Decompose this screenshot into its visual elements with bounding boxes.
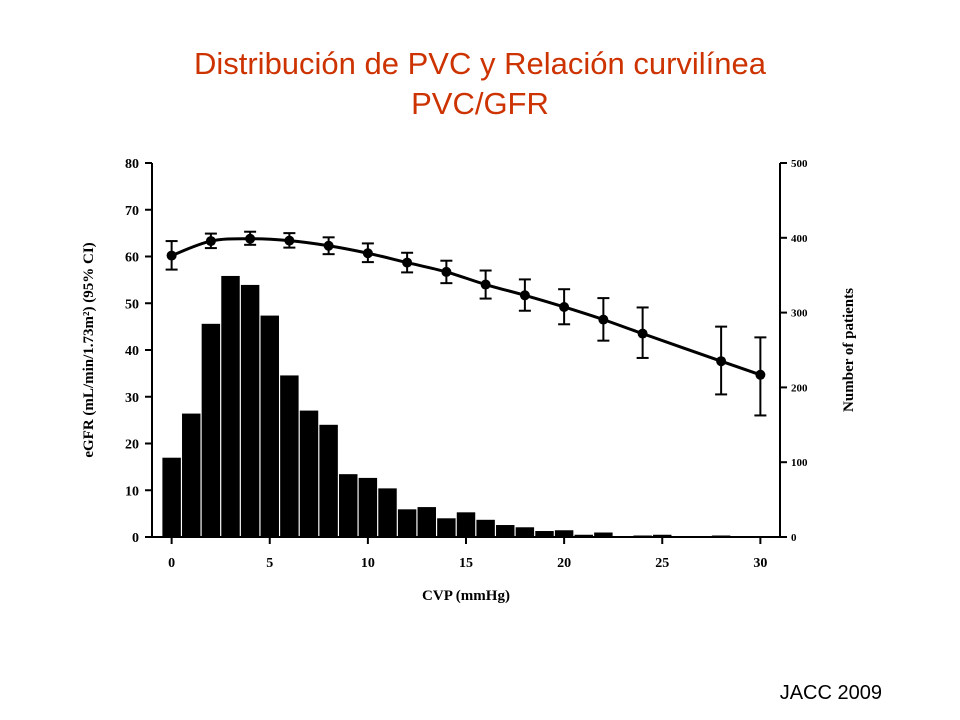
left-tick-label: 70: [125, 204, 139, 219]
data-point-4: [245, 233, 256, 244]
right-tick-label: 100: [791, 457, 808, 469]
histogram-bar-8: [319, 424, 338, 537]
left-tick-label: 80: [125, 157, 139, 172]
histogram-bar-13: [417, 507, 436, 537]
histogram-bars: [162, 275, 770, 537]
histogram-bar-17: [496, 525, 515, 537]
data-point-22: [598, 314, 609, 325]
left-y-axis-title: eGFR (mL/min/1.73m²) (95% CI): [81, 242, 97, 457]
x-tick-label: 15: [459, 556, 473, 571]
histogram-bar-3: [221, 275, 240, 537]
title-line-2: PVC/GFR: [411, 86, 549, 121]
left-tick-label: 0: [132, 531, 139, 546]
histogram-bar-9: [339, 474, 358, 537]
egfr-curve: [171, 237, 761, 377]
histogram-bar-11: [378, 488, 397, 537]
data-point-12: [402, 257, 413, 268]
data-point-28: [716, 356, 727, 367]
histogram-bar-14: [437, 518, 456, 537]
x-tick-label: 25: [655, 556, 669, 571]
histogram-bar-12: [397, 509, 417, 537]
data-point-20: [559, 301, 570, 312]
right-tick-label: 200: [791, 382, 808, 394]
histogram-bar-0: [162, 457, 181, 537]
left-tick-label: 30: [125, 391, 139, 406]
histogram-bar-10: [358, 477, 378, 537]
data-point-8: [323, 240, 334, 251]
right-tick-label: 400: [791, 233, 808, 245]
right-tick-label: 0: [791, 532, 797, 544]
data-point-30: [755, 369, 766, 380]
data-point-0: [166, 250, 177, 261]
right-tick-label: 300: [791, 308, 808, 320]
x-tick-label: 0: [168, 556, 175, 571]
histogram-bar-21: [574, 534, 593, 537]
data-point-10: [362, 248, 373, 259]
left-tick-label: 50: [125, 297, 139, 312]
egfr-line: [165, 230, 767, 417]
histogram-bar-22: [594, 532, 613, 537]
data-point-16: [480, 279, 491, 290]
data-point-24: [637, 328, 648, 339]
histogram-bar-15: [456, 512, 476, 537]
ticks: 0 10 20 30 40 50 60 70 80 0 100 200 300 400 500 0 5 10 15 2…: [125, 157, 808, 571]
histogram-bar-18: [515, 527, 535, 537]
x-axis-title: CVP (mmHg): [422, 588, 510, 604]
left-tick-label: 20: [125, 438, 139, 453]
histogram-bar-1: [182, 413, 201, 537]
histogram-bar-6: [280, 375, 299, 537]
x-tick-label: 30: [753, 556, 767, 571]
title-line-1: Distribución de PVC y Relación curvilíne…: [193, 46, 767, 81]
histogram-bar-4: [240, 284, 260, 537]
left-tick-label: 60: [125, 251, 139, 266]
left-tick-label: 10: [125, 484, 139, 499]
data-point-6: [284, 235, 295, 246]
histogram-bar-16: [476, 519, 495, 537]
histogram-bar-19: [535, 531, 554, 537]
x-tick-label: 20: [557, 556, 571, 571]
histogram-bar-7: [299, 410, 319, 537]
histogram-bar-5: [260, 315, 279, 537]
x-tick-label: 10: [361, 556, 375, 571]
left-tick-label: 40: [125, 344, 139, 359]
data-point-2: [205, 236, 216, 247]
histogram-bar-20: [554, 530, 574, 537]
data-point-14: [441, 266, 452, 277]
source-citation: JACC 2009: [779, 682, 882, 704]
slide-title: Distribución de PVC y Relación curvilíne…: [0, 44, 960, 124]
right-tick-label: 500: [791, 158, 808, 170]
right-y-axis-title: Number of patients: [841, 288, 857, 412]
data-point-18: [519, 290, 530, 301]
x-tick-label: 5: [266, 556, 273, 571]
histogram-bar-2: [201, 323, 221, 537]
histogram-bar-25: [653, 534, 672, 537]
